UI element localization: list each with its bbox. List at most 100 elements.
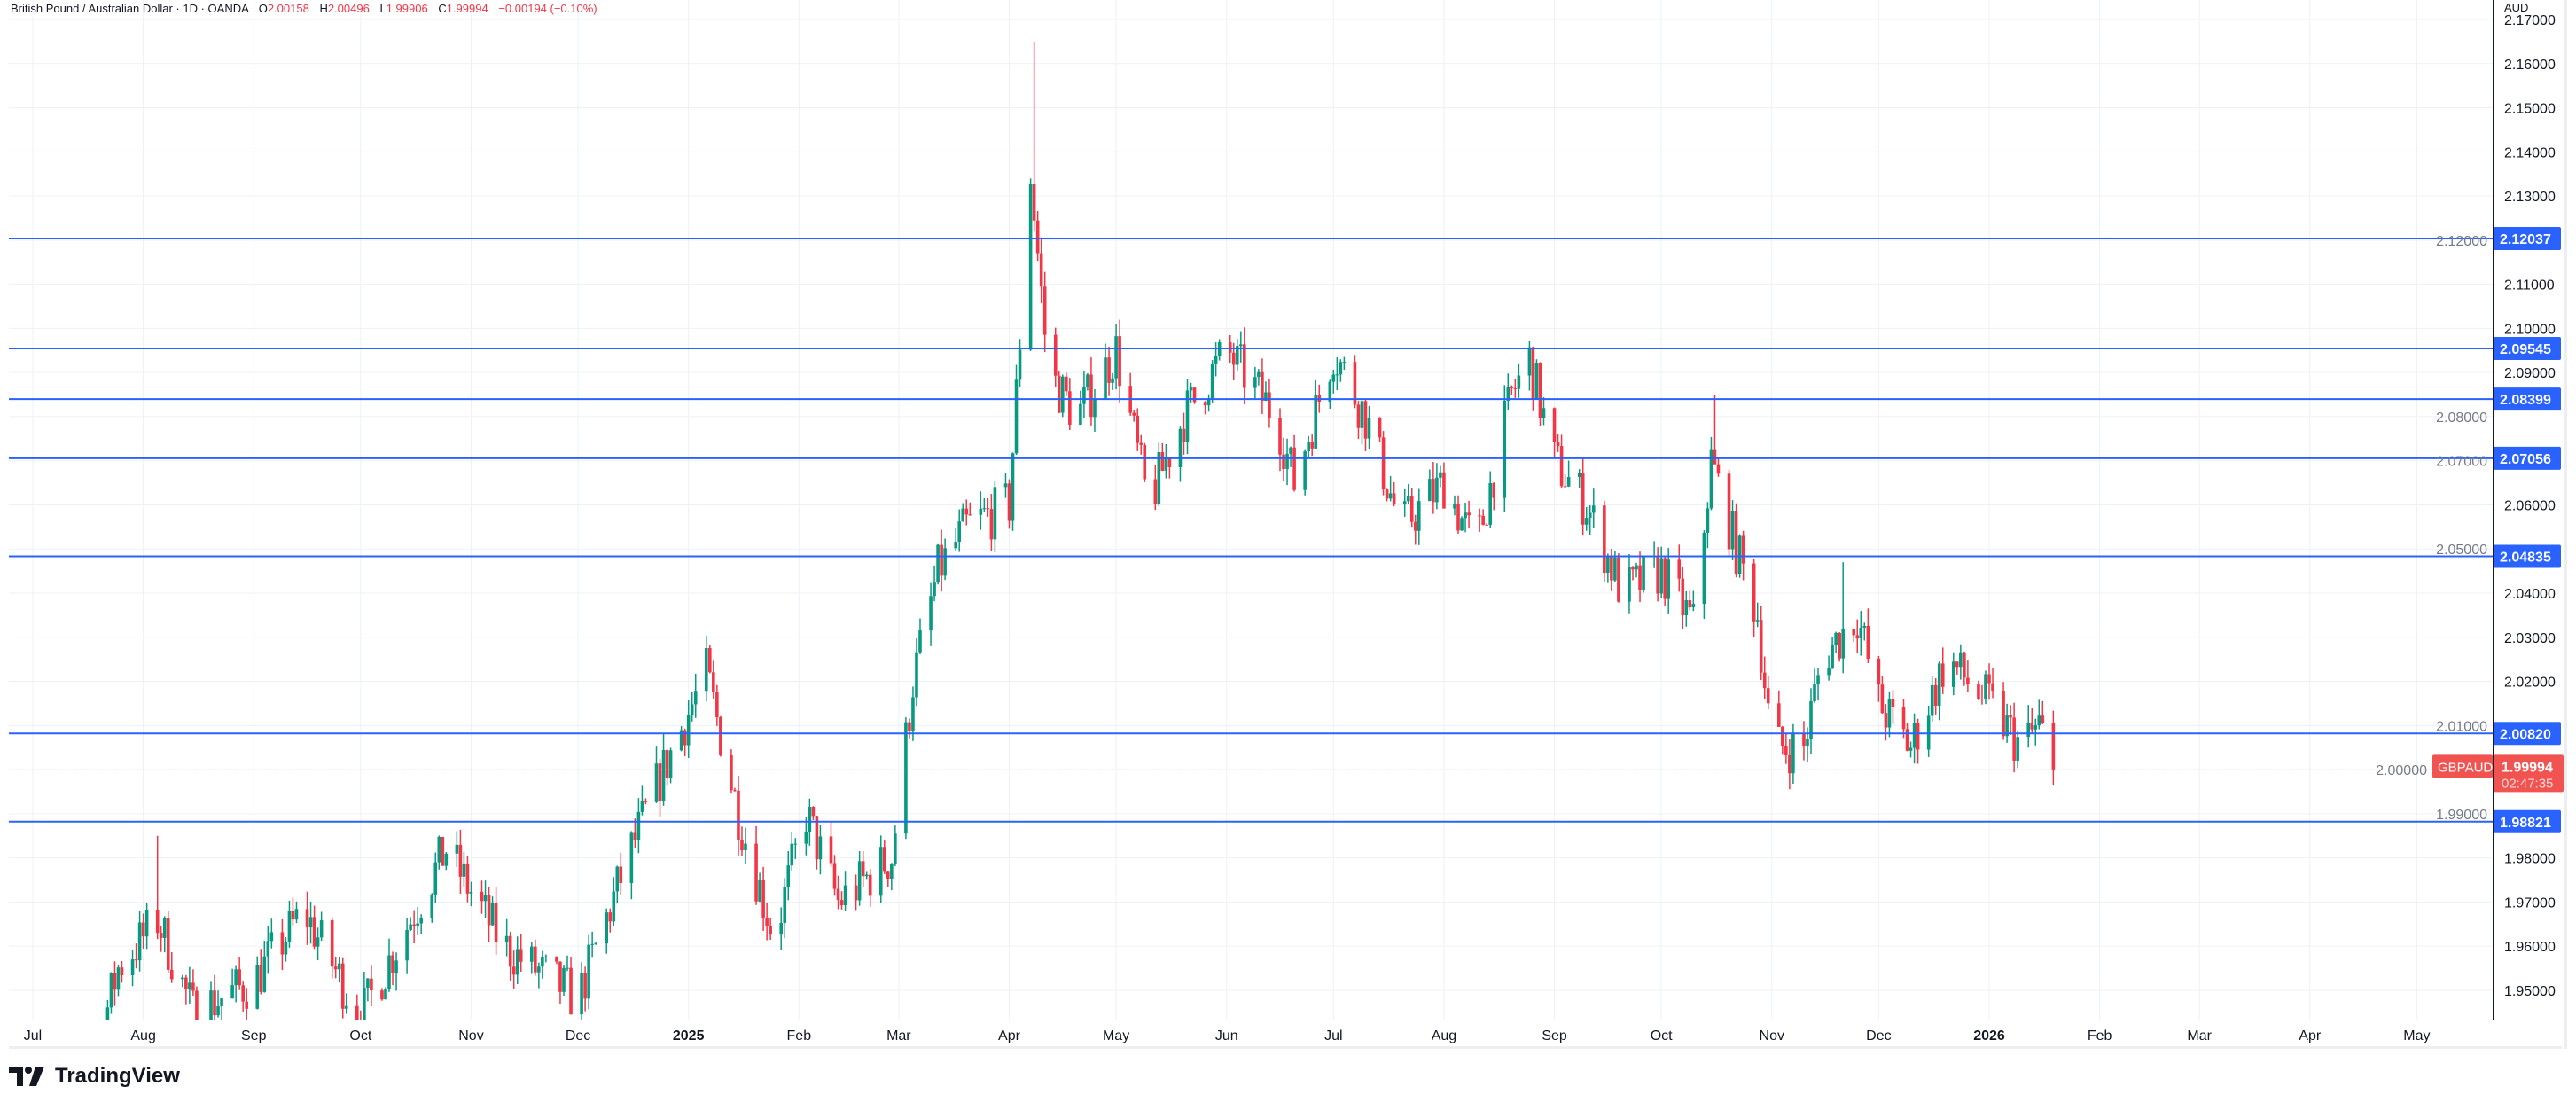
- candle-body: [366, 978, 370, 989]
- candle-body: [462, 863, 466, 877]
- candle: [1235, 339, 1239, 371]
- candle-body: [793, 843, 798, 845]
- candle: [480, 880, 484, 914]
- candle: [843, 871, 847, 911]
- candle-body: [1068, 391, 1072, 425]
- candle: [1834, 631, 1838, 653]
- candle: [936, 543, 940, 585]
- candle-body: [1435, 477, 1439, 503]
- candle-body: [166, 918, 170, 970]
- candle: [483, 880, 488, 918]
- candle-body: [1951, 661, 1955, 687]
- time-tick-label: Jun: [1215, 1028, 1238, 1043]
- candle-body: [569, 967, 573, 1015]
- candle-body: [1107, 357, 1111, 383]
- candle: [1307, 435, 1310, 458]
- candle-body: [1182, 428, 1186, 442]
- candle: [269, 918, 274, 949]
- hline-price-label: [2494, 337, 2561, 361]
- candle-body: [1317, 395, 1322, 402]
- candle: [1991, 668, 1994, 699]
- candle-body: [1042, 286, 1047, 335]
- candle-body: [1706, 508, 1710, 533]
- candle: [284, 937, 288, 962]
- candle-body: [1759, 620, 1763, 673]
- time-tick-label: Dec: [1866, 1028, 1891, 1043]
- candle: [1068, 378, 1072, 431]
- candle: [1959, 644, 1963, 680]
- candle: [979, 491, 983, 530]
- candle: [1217, 339, 1222, 361]
- candle-body: [986, 508, 990, 510]
- candle-body: [1360, 401, 1364, 428]
- candle: [719, 715, 722, 757]
- candle: [679, 726, 683, 752]
- candle: [416, 907, 419, 935]
- candle: [1432, 462, 1435, 514]
- candle-body: [1603, 505, 1606, 574]
- candle-body: [754, 843, 758, 902]
- hline-price-label-text: 2.04835: [2500, 550, 2551, 565]
- candle-body: [1617, 557, 1620, 602]
- candle: [818, 825, 823, 875]
- candle-body: [836, 888, 840, 901]
- candle: [394, 952, 398, 991]
- candle: [1937, 661, 1941, 721]
- candle-body: [1381, 437, 1386, 490]
- candle: [1809, 688, 1813, 754]
- candle-body: [287, 910, 292, 942]
- candle-body: [1734, 511, 1738, 574]
- candle: [2041, 700, 2045, 724]
- candle: [1402, 488, 1407, 517]
- candle: [1328, 379, 1332, 410]
- candle-body: [1178, 428, 1183, 467]
- candle: [1880, 676, 1885, 714]
- candle-body: [619, 866, 623, 883]
- candle: [1460, 516, 1464, 531]
- candle-body: [1912, 723, 1916, 748]
- candle-body: [419, 918, 423, 924]
- candle: [1838, 632, 1841, 662]
- candle: [1032, 41, 1036, 232]
- candle: [1984, 670, 1987, 705]
- candle-body: [109, 973, 113, 1008]
- candle-body: [1556, 442, 1560, 447]
- candle: [1492, 482, 1496, 511]
- candle-body: [1959, 652, 1963, 668]
- candle-body: [1356, 404, 1361, 428]
- candle: [1007, 479, 1011, 529]
- candle: [569, 957, 573, 1015]
- candle: [1510, 385, 1514, 395]
- candle-body: [1677, 559, 1682, 579]
- candle: [1167, 457, 1172, 479]
- candle: [943, 538, 947, 581]
- candle: [1916, 718, 1920, 764]
- candle-body: [1285, 453, 1289, 469]
- candle: [1542, 397, 1546, 426]
- candle-body: [690, 704, 694, 715]
- candle-body: [1527, 347, 1532, 376]
- candle: [1517, 363, 1521, 398]
- candle: [184, 974, 188, 1005]
- tradingview-brand[interactable]: TradingView: [9, 1064, 180, 1089]
- candle-body: [661, 750, 666, 801]
- candle-body: [1606, 555, 1610, 574]
- candle: [964, 499, 969, 526]
- symbol-title[interactable]: British Pound / Australian Dollar · 1D ·…: [11, 2, 249, 15]
- candle-body: [636, 811, 641, 840]
- candle-body: [1203, 402, 1207, 406]
- candle-body: [815, 816, 819, 860]
- candle: [733, 787, 737, 792]
- price-tick-label: 2.15000: [2504, 102, 2556, 117]
- candle-body: [363, 988, 366, 1020]
- candle: [1353, 355, 1357, 409]
- candle: [1406, 484, 1410, 504]
- candle: [216, 990, 220, 1018]
- candle: [1011, 452, 1015, 531]
- candle-body: [262, 956, 267, 992]
- candle: [1559, 434, 1564, 488]
- hline-price-label: [2494, 387, 2561, 411]
- candle: [894, 825, 897, 867]
- candle-body: [1385, 489, 1389, 499]
